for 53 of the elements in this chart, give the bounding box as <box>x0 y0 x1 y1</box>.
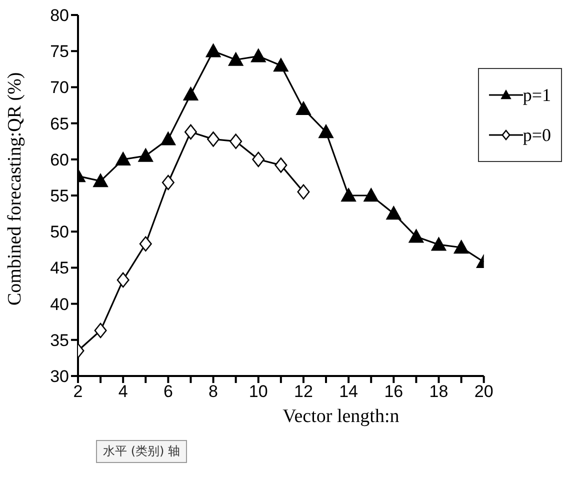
point <box>116 272 130 288</box>
point <box>454 240 469 254</box>
point <box>230 134 242 149</box>
x-tick-label: 4 <box>118 382 128 402</box>
legend-label: p=0 <box>522 124 551 146</box>
y-axis-title: Combined forecasting:QR (%) <box>4 72 26 306</box>
y-tick-label: 80 <box>50 6 69 26</box>
text: 水平 (类别) 轴 <box>96 440 187 463</box>
point <box>94 322 107 338</box>
point <box>386 206 402 220</box>
x-tick-label: 2 <box>73 382 83 402</box>
point <box>207 132 220 147</box>
y-tick-label: 65 <box>50 114 69 134</box>
y-tick-label: 55 <box>50 186 69 206</box>
x-tick-label: 8 <box>208 382 218 402</box>
y-tick-label: 40 <box>50 294 69 314</box>
y-tick-label: 70 <box>50 78 69 98</box>
y-tick-label: 35 <box>50 330 69 350</box>
x-tick-label: 20 <box>474 382 494 402</box>
point <box>206 44 221 58</box>
y-tick-label: 45 <box>50 258 69 278</box>
point <box>296 101 311 115</box>
x-tick-label: 6 <box>163 382 173 402</box>
point <box>184 124 197 140</box>
point <box>318 124 334 138</box>
point <box>228 52 244 66</box>
point <box>116 152 131 166</box>
x-tick-label: 10 <box>248 382 268 402</box>
point <box>160 132 176 146</box>
y-tick-label: 50 <box>50 222 69 242</box>
point <box>250 48 266 62</box>
point <box>341 188 356 202</box>
y-tick-label: 30 <box>50 367 69 386</box>
point <box>162 174 174 190</box>
point <box>431 237 446 251</box>
legend-label: p=1 <box>522 84 551 106</box>
point <box>183 86 198 101</box>
point <box>138 148 154 162</box>
x-tick-label: 14 <box>339 382 358 402</box>
point <box>408 229 424 243</box>
x-tick-label: 12 <box>294 382 313 402</box>
x-axis-title: Vector length:n <box>282 406 400 427</box>
x-tick-label: 18 <box>429 382 448 402</box>
point <box>139 236 152 252</box>
y-tick-label: 75 <box>50 42 69 62</box>
point <box>273 58 288 72</box>
point <box>297 184 310 200</box>
point <box>252 152 265 168</box>
x-tick-label: 16 <box>384 382 404 402</box>
point <box>274 158 288 173</box>
point <box>364 188 379 202</box>
point <box>93 174 108 188</box>
y-tick-label: 60 <box>50 150 69 170</box>
